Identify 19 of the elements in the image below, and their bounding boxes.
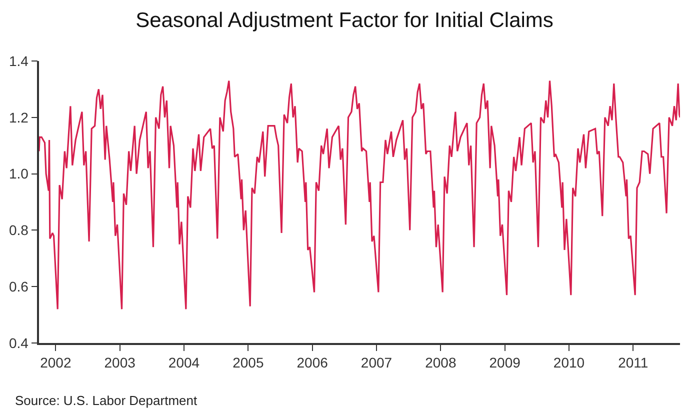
x-tick-label: 2011	[618, 354, 648, 371]
source-note: Source: U.S. Labor Department	[15, 393, 198, 408]
x-tick-label: 2004	[168, 354, 200, 371]
x-tick-label: 2010	[553, 354, 585, 371]
x-tick-label: 2006	[296, 354, 328, 371]
chart-title: Seasonal Adjustment Factor for Initial Claims	[136, 9, 554, 32]
y-tick-label: 1.4	[8, 52, 29, 69]
x-tick-label: 2007	[360, 354, 392, 371]
x-tick-label: 2005	[232, 354, 264, 371]
x-tick-label: 2008	[425, 354, 456, 371]
y-tick-label: 0.4	[8, 334, 29, 351]
x-tick-label: 2009	[489, 354, 521, 371]
x-tick-label: 2003	[104, 354, 136, 371]
x-tick-label: 2002	[40, 354, 72, 371]
line-series	[39, 80, 680, 310]
y-tick-label: 1.0	[8, 166, 29, 182]
y-tick-label: 1.2	[8, 109, 29, 126]
y-tick-label: 0.6	[8, 278, 29, 294]
y-tick-label: 0.8	[8, 222, 29, 238]
